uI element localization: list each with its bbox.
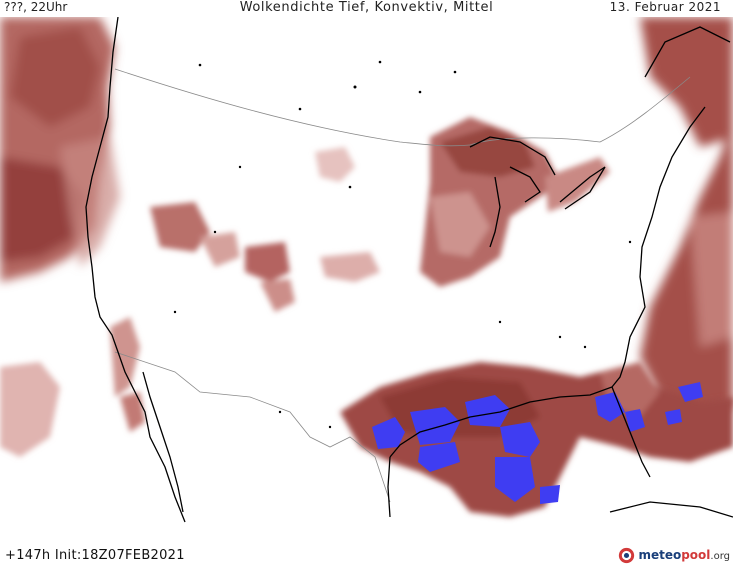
cloud-area-west-coast	[0, 317, 145, 457]
valid-time-label: ???, 22Uhr	[4, 0, 68, 14]
meteopool-logo-text: meteopool.org	[638, 548, 730, 562]
header-bar: ???, 22Uhr Wolkendichte Tief, Konvektiv,…	[0, 0, 733, 17]
meteopool-logo[interactable]: meteopool.org	[618, 545, 730, 565]
weather-map	[0, 17, 733, 525]
inland-lakes	[173, 60, 632, 429]
footer-bar: +147h Init:18Z07FEB2021 meteopool.org	[0, 525, 733, 566]
convective-cells	[372, 382, 703, 504]
cloud-density-map	[0, 17, 733, 523]
coastlines	[85, 17, 733, 523]
forecast-init-label: +147h Init:18Z07FEB2021	[5, 548, 185, 563]
map-title: Wolkendichte Tief, Konvektiv, Mittel	[239, 0, 494, 15]
cloud-area-intermountain	[150, 147, 380, 312]
cloud-area-northeast-atlantic	[640, 17, 733, 417]
cloud-area-pacific-northwest	[0, 17, 120, 282]
meteopool-logo-icon	[619, 547, 635, 563]
cloud-area-great-lakes	[420, 117, 610, 287]
valid-date-label: 13. Februar 2021	[609, 0, 721, 14]
